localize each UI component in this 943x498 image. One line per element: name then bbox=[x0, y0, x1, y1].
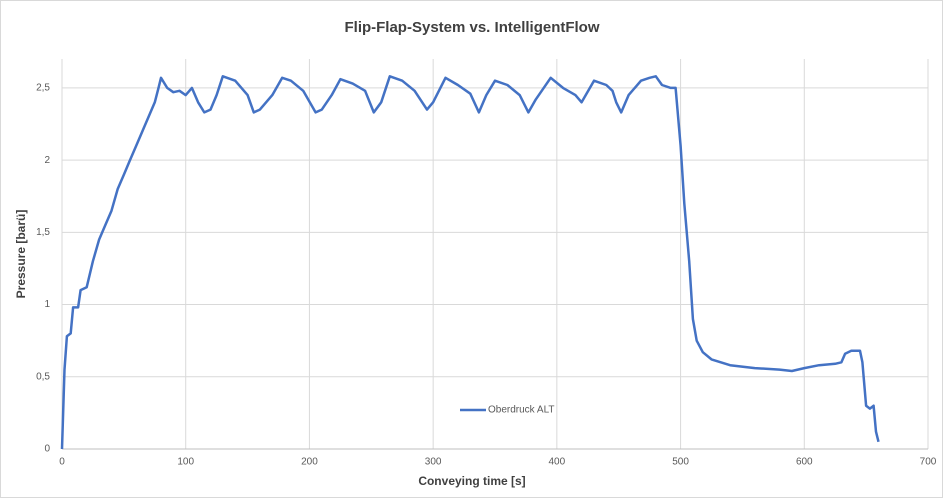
x-tick-label: 400 bbox=[549, 457, 566, 468]
x-tick-label: 0 bbox=[59, 457, 65, 468]
x-tick-label: 500 bbox=[672, 457, 689, 468]
chart-title: Flip-Flap-System vs. IntelligentFlow bbox=[344, 19, 599, 36]
data-line bbox=[60, 75, 880, 450]
legend-label: Oberdruck ALT bbox=[488, 405, 555, 416]
y-tick-label: 2,5 bbox=[36, 83, 50, 94]
x-tick-label: 100 bbox=[177, 457, 194, 468]
x-tick-label: 200 bbox=[301, 457, 318, 468]
y-tick-label: 1 bbox=[44, 299, 50, 310]
x-tick-label: 600 bbox=[796, 457, 813, 468]
y-axis-label: Pressure [barü] bbox=[14, 210, 28, 299]
y-tick-label: 2 bbox=[44, 155, 50, 166]
x-tick-label: 700 bbox=[920, 457, 937, 468]
x-axis-label: Conveying time [s] bbox=[418, 474, 525, 488]
y-tick-label: 0,5 bbox=[36, 371, 50, 382]
x-tick-label: 300 bbox=[425, 457, 442, 468]
y-tick-label: 1,5 bbox=[36, 227, 50, 238]
y-tick-label: 0 bbox=[44, 444, 50, 455]
